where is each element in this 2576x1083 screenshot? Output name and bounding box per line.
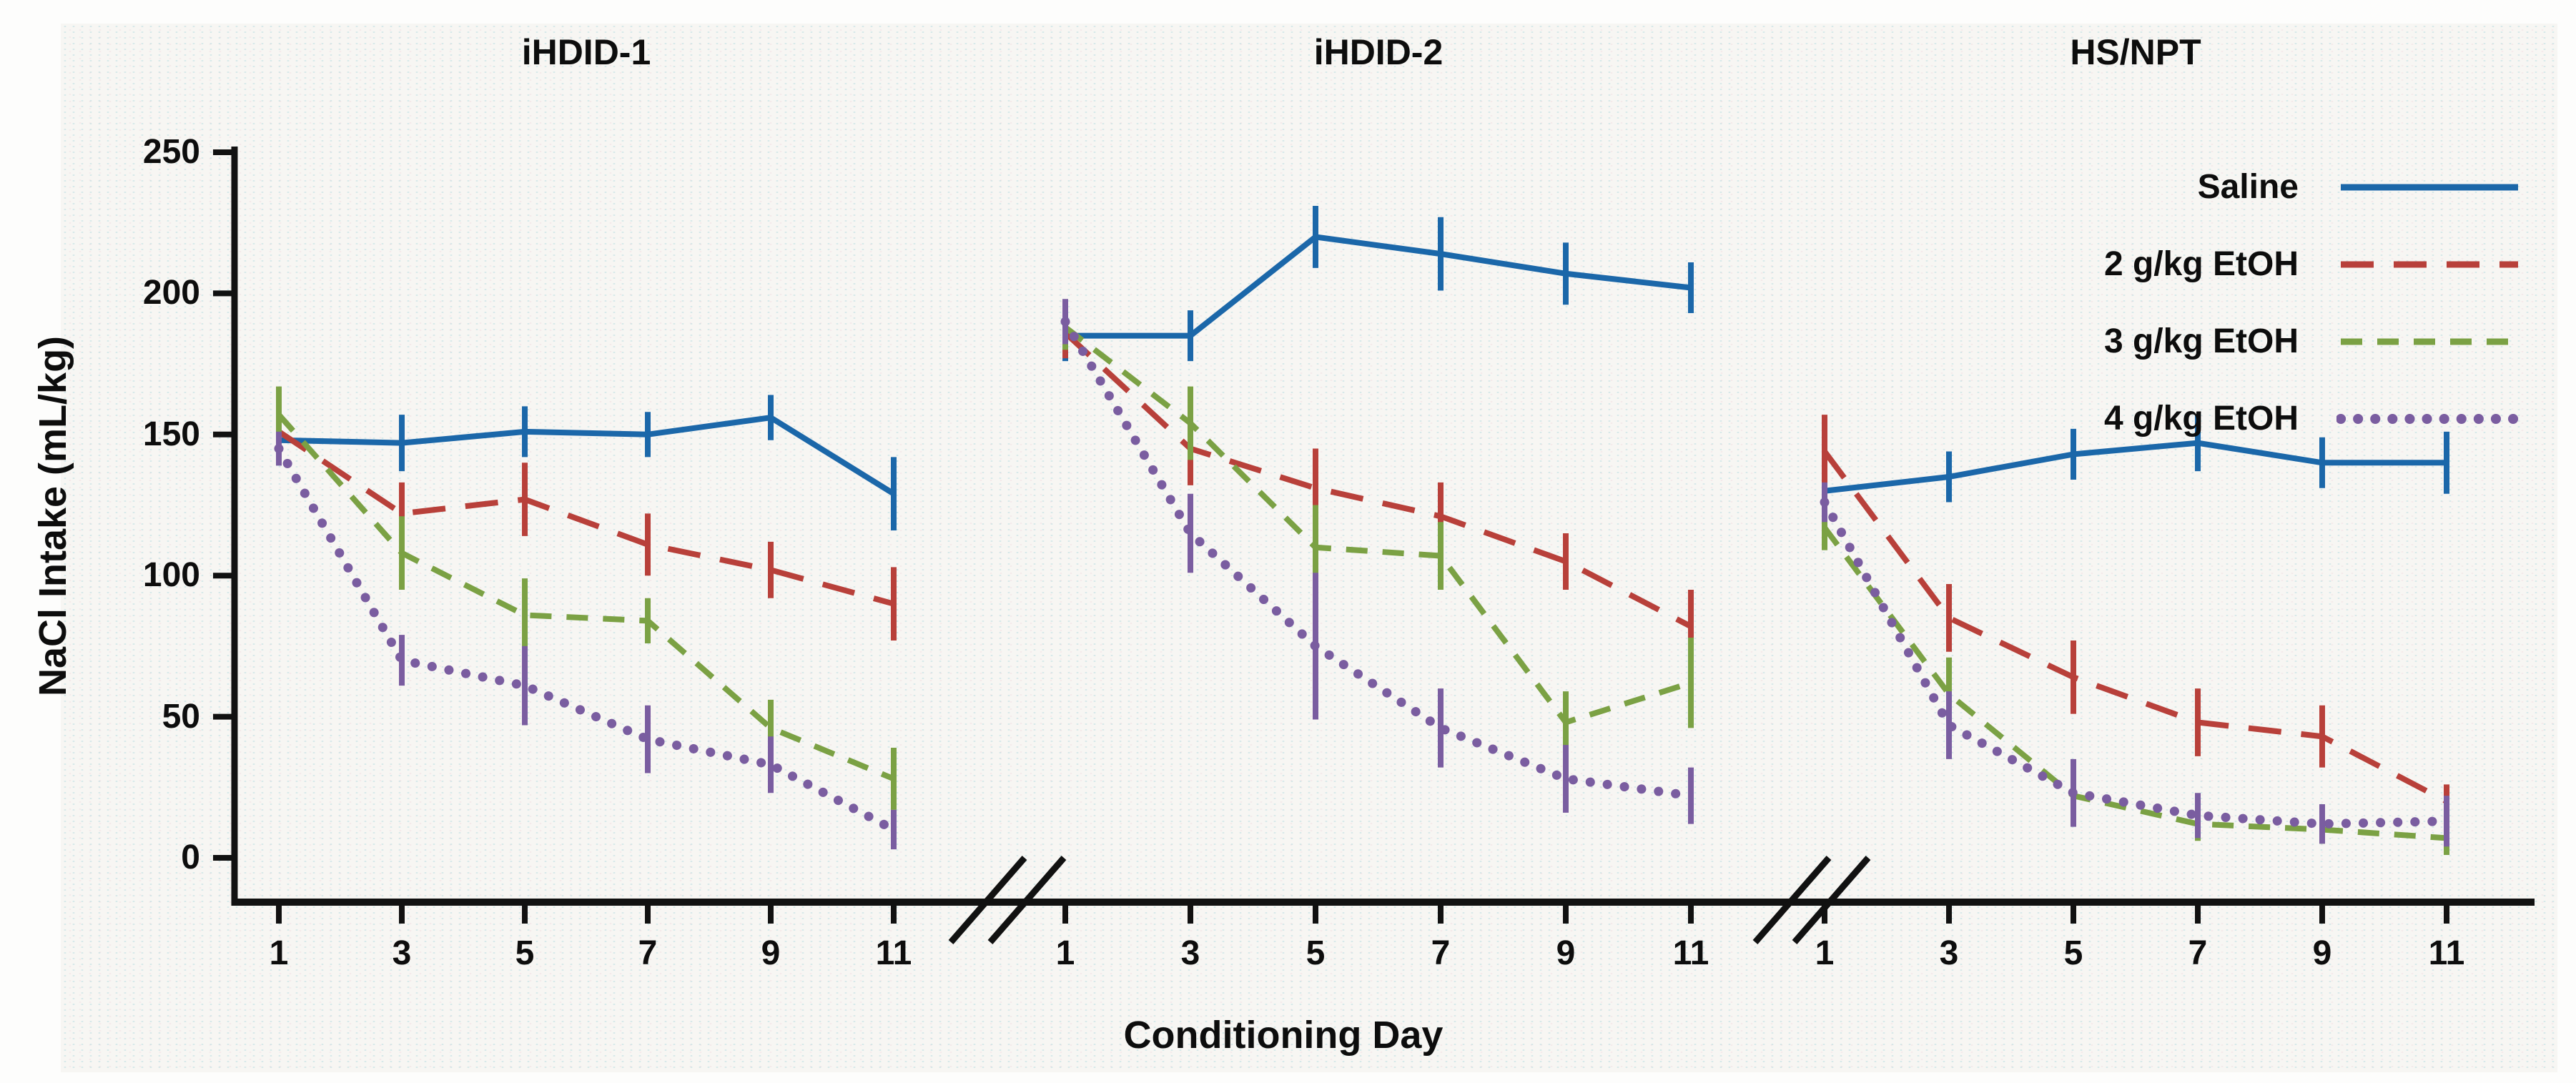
series-line	[1824, 440, 2447, 494]
panel-title-hs-npt: HS/NPT	[2070, 32, 2201, 72]
axis-break-icon	[1792, 856, 1871, 944]
legend-label: Saline	[2197, 168, 2299, 206]
series-line	[1822, 450, 2448, 804]
axis-break-icon	[987, 856, 1067, 944]
legend-label: 4 g/kg EtOH	[2103, 400, 2299, 437]
axis-break-icon	[1752, 856, 1832, 944]
series-line	[1065, 234, 1692, 339]
y-tick-label: 50	[162, 697, 200, 736]
series-line	[1063, 330, 1692, 629]
series-line	[1820, 498, 2452, 829]
x-tick-label: 7	[2188, 934, 2208, 972]
y-tick-label: 250	[142, 133, 200, 171]
series-line	[274, 444, 899, 835]
axis-break-icon	[948, 856, 1027, 944]
x-tick-label: 5	[515, 934, 535, 972]
x-tick-label: 7	[638, 934, 658, 972]
legend-line-sample-1	[2341, 184, 2518, 191]
x-tick-label: 11	[2428, 934, 2465, 972]
x-tick-label: 7	[1431, 934, 1451, 972]
x-tick-label: 3	[1939, 934, 1959, 972]
y-tick-label: 0	[181, 839, 200, 876]
x-tick-label: 11	[1672, 934, 1709, 972]
series-line	[1060, 317, 1696, 801]
x-tick-label: 9	[2312, 934, 2332, 972]
y-tick-label: 150	[142, 415, 200, 453]
series-line	[1822, 525, 2447, 841]
x-tick-label: 9	[1556, 934, 1576, 972]
legend-label: 3 g/kg EtOH	[2103, 322, 2299, 360]
x-axis-label: Conditioning Day	[1123, 1014, 1444, 1057]
y-tick-label: 200	[142, 274, 200, 312]
panel-title-ihdid-2: iHDID-2	[1313, 32, 1444, 72]
x-tick-label: 3	[1180, 934, 1200, 972]
plot-background	[61, 24, 2557, 1072]
x-tick-label: 11	[875, 934, 912, 972]
x-tick-label: 3	[392, 934, 412, 972]
x-tick-label: 5	[2063, 934, 2083, 972]
x-tick-label: 1	[1055, 934, 1075, 972]
x-tick-label: 1	[1815, 934, 1835, 972]
legend-label: 2 g/kg EtOH	[2103, 245, 2299, 283]
legend-line-sample-2	[2341, 261, 2518, 268]
x-tick-label: 5	[1306, 934, 1326, 972]
legend-line-sample-3	[2341, 338, 2518, 345]
series-line	[1063, 325, 1692, 726]
series-line	[278, 414, 896, 497]
y-axis-label: NaCl Intake (mL/kg)	[31, 335, 74, 697]
series-line	[277, 429, 895, 607]
x-tick-label: 1	[269, 934, 289, 972]
series-line	[277, 412, 895, 782]
y-tick-label: 100	[142, 556, 200, 595]
legend-line-sample-4	[2336, 414, 2522, 424]
x-tick-label: 9	[761, 934, 781, 972]
panel-title-ihdid-1: iHDID-1	[521, 32, 651, 72]
